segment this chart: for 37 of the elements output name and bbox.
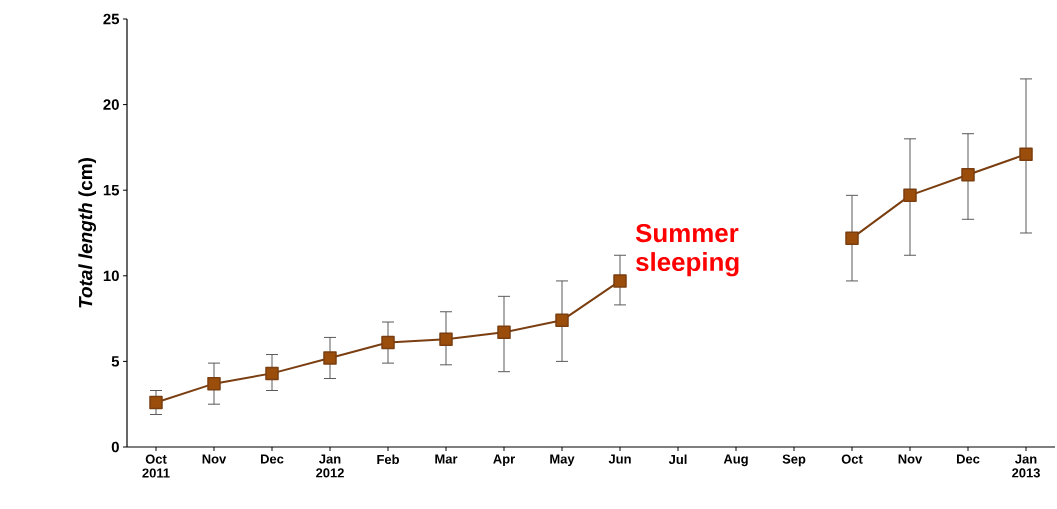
y-tick-label: 5 [111,356,120,367]
y-axis-title: Total length (cm) [78,158,97,308]
point [845,231,859,245]
point [149,395,163,410]
point [207,376,221,391]
point [265,366,279,381]
x-tick-label: Nov [898,454,923,464]
x-tick-label: Sep [782,454,806,467]
point [903,188,917,203]
x-tick-label: Jun [608,454,631,464]
x-tick-label: Dec [956,454,980,464]
y-tick-label: 0 [111,441,119,453]
point [961,168,975,182]
annotation: Summer sleeping [635,223,739,277]
point [1019,147,1033,161]
x-tick-label: Feb [377,454,399,465]
x-tick-label: Oct [841,454,863,464]
point [613,274,627,288]
y-tick-label: 20 [103,99,119,110]
x-tick-label: Jan 2012 [316,454,344,478]
x-tick-label: May [550,454,575,467]
x-tick-label: Oct 2011 [142,454,170,478]
x-tick-label: Dec [260,454,284,464]
x-tick-label: Apr [493,454,515,467]
point [323,351,337,365]
y-tick-label: 15 [103,184,120,196]
point [381,335,395,350]
point [555,313,569,328]
y-tick-label: 10 [103,270,119,282]
x-tick-label: Jan 2013 [1012,454,1040,478]
x-tick-label: Aug [723,454,748,467]
y-tick-label: 25 [103,13,120,25]
x-tick-label: Nov [202,454,227,464]
point [497,325,511,340]
point [439,332,453,346]
x-tick-label: Mar [435,454,458,464]
x-tick-label: Jul [668,454,687,465]
